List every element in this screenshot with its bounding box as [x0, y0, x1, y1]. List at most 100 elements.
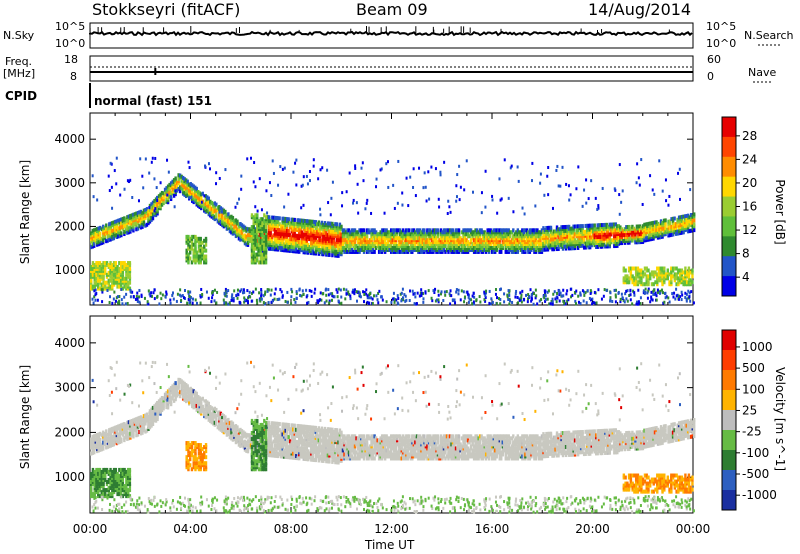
power-cell [352, 201, 355, 205]
power-cell [569, 287, 572, 291]
power-cell [111, 301, 114, 305]
power-cell [555, 300, 558, 304]
power-cell [600, 297, 603, 301]
x-tick-label: 12:00 [374, 522, 409, 536]
power-cell [449, 302, 452, 306]
power-cell [556, 291, 559, 295]
power-cell [264, 246, 268, 251]
power-cell [260, 288, 263, 292]
power-cell [93, 289, 96, 293]
power-cell [523, 297, 526, 301]
power-cell [457, 292, 460, 296]
power-cell [173, 205, 176, 209]
y-tick-label: 3000 [54, 381, 85, 395]
power-cell [248, 227, 251, 232]
power-cell [376, 298, 379, 302]
power-cell [381, 298, 384, 302]
power-cell [140, 293, 143, 297]
power-cell [349, 297, 352, 301]
power-cell [305, 295, 308, 299]
power-cell [595, 301, 598, 305]
power-cell [646, 291, 649, 295]
power-cell [465, 159, 468, 163]
power-cell [675, 287, 678, 291]
power-cell [124, 217, 128, 222]
velocity-colorbar-swatch [722, 330, 736, 351]
power-cell [337, 287, 340, 291]
power-cell [136, 210, 140, 215]
power-cell [230, 224, 233, 229]
power-cell [263, 292, 266, 296]
power-cell [181, 183, 185, 188]
power-cell [148, 215, 152, 220]
power-cell [184, 178, 188, 183]
power-cell [192, 184, 195, 189]
power-cell [420, 291, 423, 295]
power-cell [543, 289, 546, 293]
y-tick-label: 4000 [54, 132, 85, 146]
power-cell [204, 242, 208, 247]
power-cell [577, 300, 580, 304]
power-cell [390, 300, 393, 304]
power-cell [323, 301, 326, 305]
power-cell [160, 297, 163, 301]
power-cell [401, 287, 404, 291]
power-cell [464, 295, 467, 299]
power-colorbar-swatch [722, 196, 736, 217]
power-cell [192, 192, 195, 197]
power-cell [655, 298, 658, 302]
power-cell [460, 289, 463, 293]
y-tick-label: 2000 [54, 219, 85, 233]
power-cell [195, 198, 198, 203]
power-cell [123, 230, 126, 235]
power-cell [378, 289, 381, 293]
power-colorbar-tick-label: 20 [742, 176, 757, 190]
power-cell [91, 228, 94, 233]
power-cell [123, 216, 126, 221]
power-cell [206, 209, 209, 214]
power-cell [117, 226, 120, 231]
power-cell [160, 190, 164, 195]
power-cell [232, 299, 235, 303]
power-cell [240, 229, 244, 234]
power-cell [284, 299, 287, 303]
power-cell [99, 231, 102, 236]
power-cell [256, 301, 259, 305]
power-cell [392, 291, 395, 295]
power-cell [256, 209, 259, 213]
power-cell [105, 223, 108, 228]
power-cell [500, 249, 503, 254]
power-cell [204, 205, 207, 210]
power-cell [371, 301, 374, 305]
power-cell [206, 195, 209, 200]
power-cell [225, 302, 228, 306]
power-cell [264, 225, 268, 230]
power-cell [341, 204, 344, 208]
power-cell [228, 215, 232, 220]
power-cell [611, 299, 614, 303]
power-cell [494, 288, 497, 292]
power-cell [687, 266, 691, 271]
power-cell [124, 302, 127, 306]
power-cell [490, 297, 493, 301]
power-cell [270, 194, 273, 198]
power-cell [689, 299, 692, 303]
power-cell [650, 295, 653, 299]
power-cell [204, 258, 208, 263]
power-cell [411, 289, 414, 293]
power-cell [175, 180, 179, 185]
power-cell [497, 297, 500, 301]
power-cell [245, 226, 248, 231]
power-cell [188, 250, 192, 255]
power-cell [646, 296, 649, 300]
power-cell [210, 206, 213, 211]
power-cell [290, 302, 293, 306]
power-cell [160, 196, 164, 201]
power-cell [227, 218, 230, 223]
power-cell [333, 295, 336, 299]
power-cell [422, 300, 425, 304]
power-cell [673, 291, 676, 295]
power-cell [585, 301, 588, 305]
power-cell [206, 201, 209, 206]
